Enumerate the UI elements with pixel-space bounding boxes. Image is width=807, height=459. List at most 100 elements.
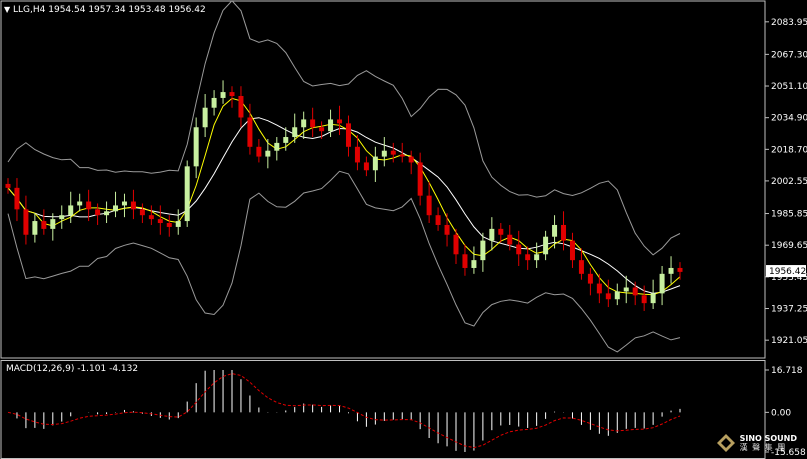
candle-body (157, 219, 163, 224)
price-plot-frame (0, 0, 766, 359)
candle-body (184, 166, 190, 222)
candle-body (121, 201, 127, 206)
candle-body (605, 293, 611, 300)
price-tick-label: 1921.05 (771, 336, 807, 346)
price-tick-label: 2034.90 (771, 114, 807, 124)
candle-body (265, 150, 271, 157)
candle-body (41, 221, 47, 229)
macd-title: MACD(12,26,9) -1.101 -4.132 (6, 364, 139, 374)
candle-body (139, 209, 145, 216)
candle-body (328, 119, 334, 132)
candle-body (534, 254, 540, 261)
candle-body (426, 195, 432, 216)
candle-body (650, 293, 656, 304)
candle-body (632, 287, 638, 296)
candle-body (471, 260, 477, 268)
macd-chart[interactable]: 16.718 0.00 -15.658 (0, 360, 807, 459)
candle-body (623, 287, 629, 292)
macd-plot-frame (0, 360, 766, 459)
candle-body (345, 123, 351, 147)
price-tick-label: 2067.30 (771, 50, 807, 60)
price-tick-label: 1969.65 (771, 241, 807, 251)
candle-body (202, 107, 208, 128)
price-tick-label: 1937.25 (771, 305, 807, 315)
logo-text-cn: 漢 聲 集 團 (739, 443, 787, 452)
candle-body (444, 224, 450, 235)
candle-body (354, 146, 360, 163)
price-tick-label: 2083.95 (771, 18, 807, 28)
candle-body (561, 224, 567, 241)
candle-body (5, 183, 11, 188)
symbol-quote-line: LLG,H4 1954.54 1957.34 1953.48 1956.42 (13, 5, 206, 15)
candle-body (668, 267, 674, 274)
upper-band-line (7, 0, 681, 256)
price-tick-label: 1953.45 (771, 273, 807, 283)
candle-body (462, 254, 468, 268)
candle-body (211, 97, 217, 108)
macd-signal-line (7, 373, 681, 449)
price-axis: 2083.95 2067.30 2051.10 2034.90 2018.70 2002.… (765, 18, 807, 346)
candle-body (283, 137, 289, 143)
candle-body (516, 244, 522, 255)
candle-body (489, 228, 495, 241)
candle-body (614, 291, 620, 300)
current-price-tag: 1956.42 (766, 265, 806, 278)
macd-tick-label: 0.00 (771, 408, 791, 418)
price-tick-label: 2002.55 (771, 177, 807, 187)
macd-histogram (16, 370, 681, 452)
macd-tick-label: -15.658 (771, 448, 806, 458)
candle-body (641, 295, 647, 304)
candle-body (363, 162, 369, 171)
logo-text-en: SINO SOUND (739, 434, 797, 443)
candle-body (543, 236, 549, 255)
candle-body (50, 219, 56, 229)
candle-body (381, 150, 387, 157)
candle-body (408, 156, 414, 163)
candle-body (390, 150, 396, 155)
price-tick-label: 2051.10 (771, 82, 807, 92)
diamond-logo-icon (716, 434, 735, 452)
macd-tick-label: 16.718 (771, 366, 803, 376)
candle-body (68, 205, 74, 216)
candle-body (166, 223, 172, 227)
sino-sound-logo: SINO SOUND 漢 聲 集 團 (716, 433, 797, 453)
price-chart[interactable]: 2083.95 2067.30 2051.10 2034.90 2018.70 2002.… (0, 0, 807, 359)
candle-body (77, 201, 83, 206)
candle-body (104, 211, 110, 216)
candle-body (310, 119, 316, 128)
candle-body (480, 240, 486, 261)
candle-body (587, 273, 593, 284)
candle-body (417, 162, 423, 196)
candle-body (32, 221, 38, 235)
candle-body (113, 205, 119, 212)
candle-body (525, 254, 531, 261)
macd-indicator-pane[interactable]: 16.718 0.00 -15.658 MACD(12,26,9) -1.101 -… (0, 360, 807, 459)
candle-body (507, 234, 513, 245)
candle-body (659, 273, 665, 294)
candle-body (256, 146, 262, 157)
current-price-label: 1956.42 (769, 267, 806, 277)
candle-body (337, 119, 343, 124)
current-price-box (766, 265, 806, 278)
moving-average-line (7, 97, 681, 296)
lower-band-line (7, 170, 681, 353)
symbol-header: ▼ LLG,H4 1954.54 1957.34 1953.48 1956.42 (4, 5, 206, 15)
price-chart-pane[interactable]: 2083.95 2067.30 2051.10 2034.90 2018.70 2002.… (0, 0, 807, 359)
candle-body (95, 209, 101, 216)
candle-body (23, 209, 29, 235)
candle-body (86, 201, 92, 210)
candle-body (399, 154, 405, 157)
candle-body (569, 240, 575, 261)
price-tick-label: 2018.70 (771, 145, 807, 155)
triangle-down-icon[interactable]: ▼ (4, 5, 11, 14)
macd-axis: 16.718 0.00 -15.658 (765, 366, 806, 458)
candle-body (498, 228, 504, 235)
fast-ma-line (7, 97, 681, 296)
candlestick-series (5, 80, 683, 311)
candle-body (247, 117, 253, 147)
candle-body (596, 283, 602, 294)
candle-body (59, 215, 65, 220)
candle-body (14, 187, 20, 210)
candle-body (292, 127, 298, 138)
candle-body (130, 201, 136, 210)
